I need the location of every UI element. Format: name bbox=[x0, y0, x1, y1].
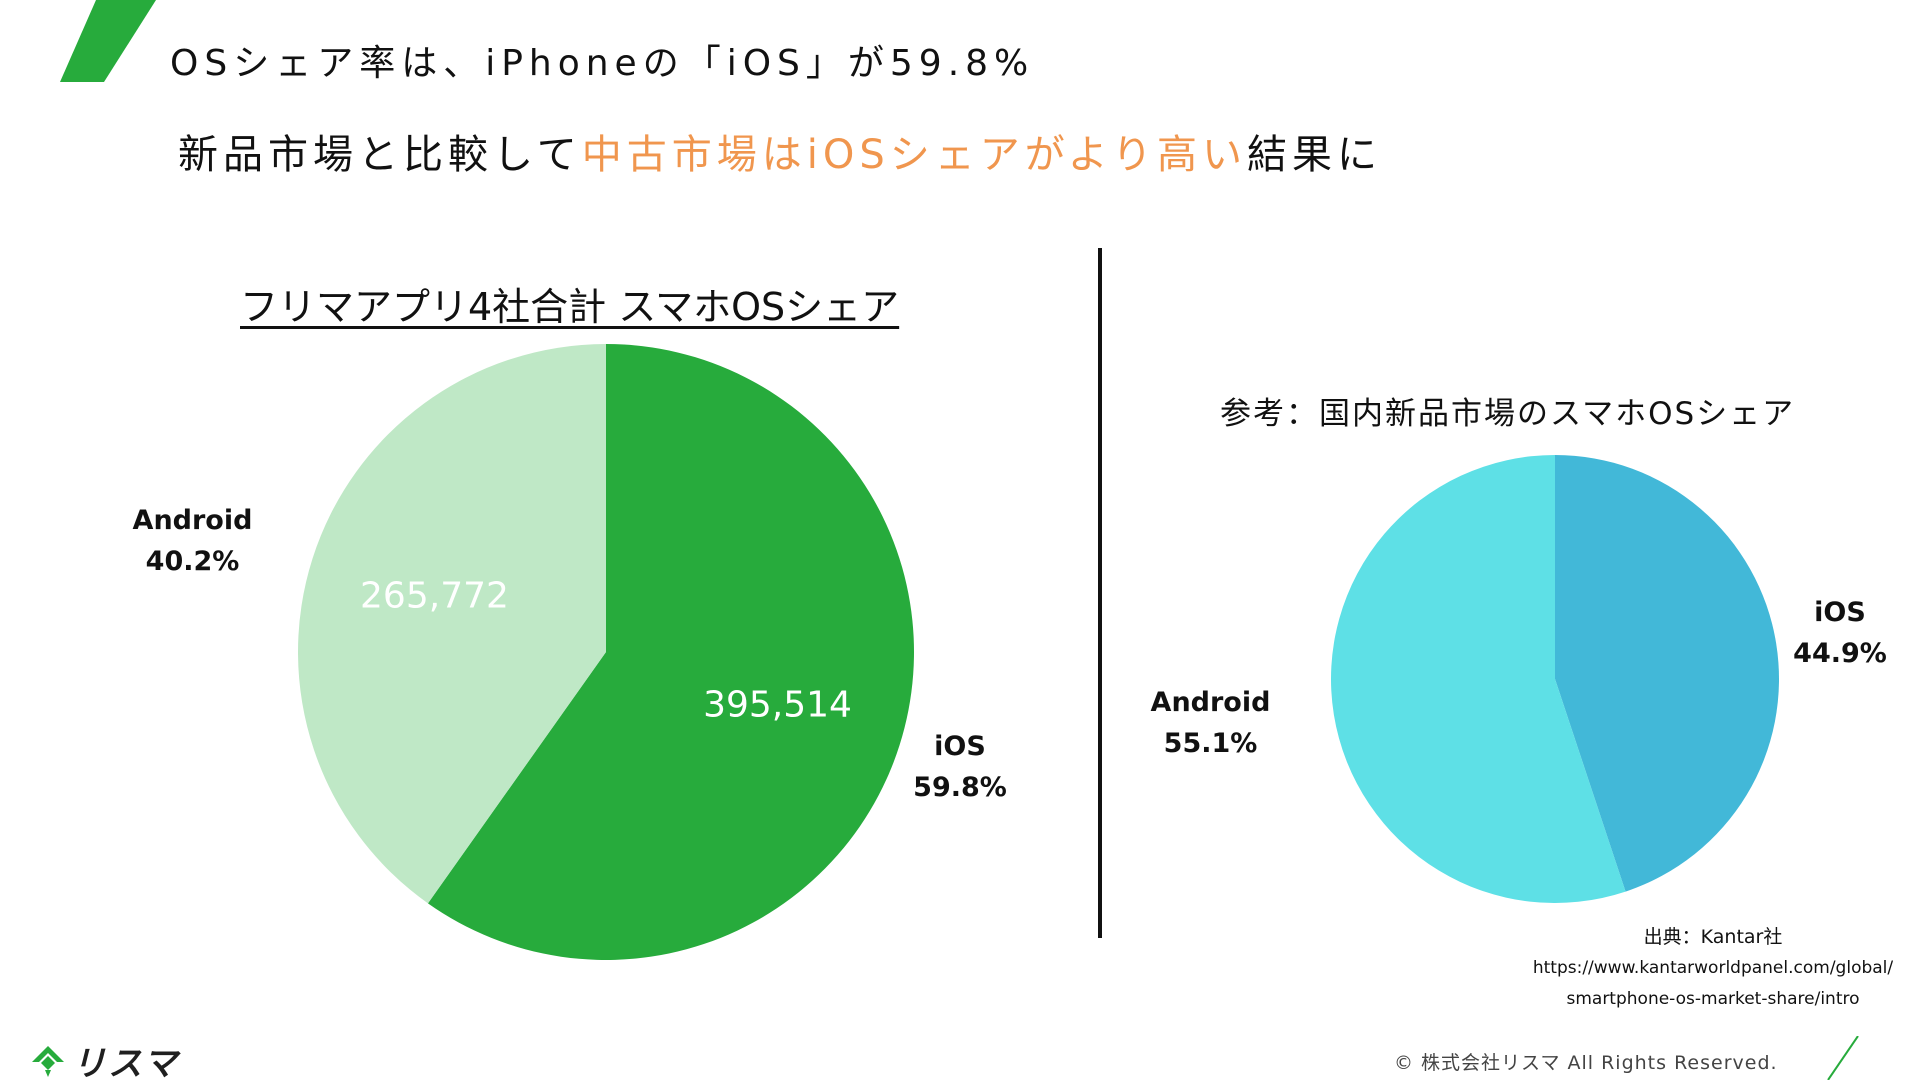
logo-text: リスマ bbox=[72, 1044, 179, 1084]
copyright-text: © 株式会社リスマ All Rights Reserved. bbox=[1394, 1052, 1778, 1074]
left-chart-title: フリマアプリ4社合計 スマホOSシェア bbox=[240, 285, 900, 329]
green-line-icon bbox=[1827, 1036, 1859, 1080]
data-label-android-count: 265,772 bbox=[360, 575, 509, 616]
subtitle-part1: 新品市場と比較して bbox=[177, 132, 582, 178]
percent-ios: 59.8% bbox=[913, 772, 1007, 803]
source-label: 出典：Kantar社 bbox=[1643, 926, 1783, 948]
subtitle-highlight: 中古市場はiOSシェアがより高い bbox=[581, 132, 1247, 178]
legend-label-android-right: Android 55.1% bbox=[1138, 682, 1283, 764]
source-url-line2: smartphone-os-market-share/intro bbox=[1566, 989, 1860, 1009]
right-chart-title: 参考：国内新品市場のスマホOSシェア bbox=[1220, 396, 1796, 432]
lisma-logo-icon bbox=[32, 1045, 64, 1077]
pie-slice-android bbox=[1331, 455, 1626, 903]
series-name-android: Android bbox=[132, 505, 253, 536]
data-label-ios-count: 395,514 bbox=[703, 685, 852, 726]
green-slash-icon bbox=[60, 0, 156, 82]
legend-label-ios-right: iOS 44.9% bbox=[1780, 592, 1900, 674]
series-name-ios: iOS bbox=[1814, 597, 1866, 628]
legend-label-android-left: Android 40.2% bbox=[120, 500, 265, 582]
pie-slice-ios bbox=[1555, 455, 1779, 892]
series-name-ios: iOS bbox=[934, 731, 986, 762]
legend-label-ios-left: iOS 59.8% bbox=[900, 726, 1020, 808]
percent-android: 55.1% bbox=[1163, 728, 1258, 759]
pie-slice-ios bbox=[427, 344, 914, 960]
source-url-line1: https://www.kantarworldpanel.com/global/ bbox=[1532, 958, 1894, 978]
company-logo: リスマ bbox=[30, 1036, 179, 1085]
subtitle-part2: 結果に bbox=[1247, 132, 1382, 178]
pie-chart-used-market: 395,514 265,772 bbox=[298, 344, 914, 960]
page-subtitle: 新品市場と比較して中古市場はiOSシェアがより高い結果に bbox=[0, 122, 1560, 180]
pie-chart-new-market bbox=[1331, 455, 1779, 903]
divider bbox=[1098, 248, 1102, 938]
source-citation: 出典：Kantar社 https://www.kantarworldpanel.… bbox=[1488, 922, 1920, 1015]
percent-android: 40.2% bbox=[145, 546, 240, 577]
percent-ios: 44.9% bbox=[1793, 638, 1887, 669]
pie-slice-android bbox=[298, 344, 606, 904]
page-title: OSシェア率は、iPhoneの「iOS」が59.8% bbox=[170, 43, 1035, 84]
series-name-android: Android bbox=[1150, 687, 1271, 718]
